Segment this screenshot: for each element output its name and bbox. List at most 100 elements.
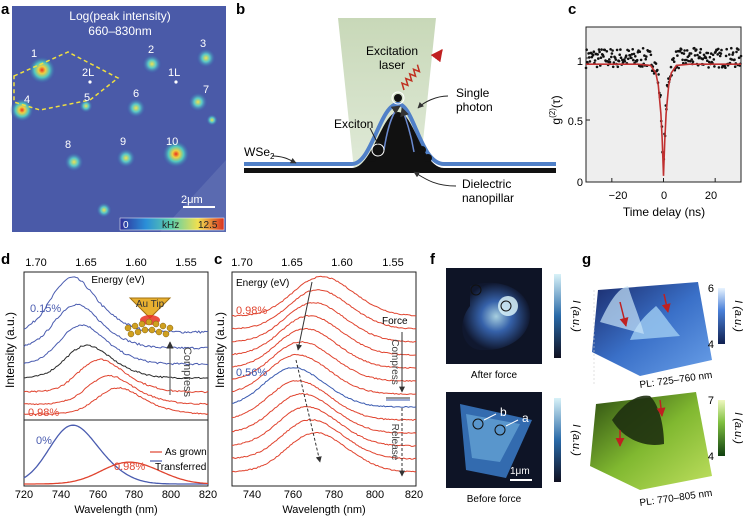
c-spectrum	[231, 353, 417, 396]
g-cb-label-top: I (a.u.)	[732, 300, 744, 332]
spot-label-9: 9	[120, 136, 126, 148]
point-1L	[174, 80, 178, 84]
g-arrow-4	[656, 399, 666, 417]
c-xtick-820: 820	[405, 489, 423, 501]
c-top-tick-2: 1.65	[281, 257, 302, 269]
photon-wave	[400, 64, 421, 91]
g2-point	[690, 58, 693, 61]
c-release-label: Release	[389, 424, 400, 461]
g2-point	[648, 50, 652, 53]
exciton-dot-2	[368, 154, 376, 162]
spot-label-6: 6	[133, 88, 139, 100]
inset-pct-0: 0%	[36, 435, 52, 447]
g2-xtick-20: 20	[705, 190, 717, 202]
g-arrow-2	[661, 293, 671, 313]
g2-point	[593, 59, 597, 62]
d-top-tick-2: 1.65	[75, 257, 96, 269]
spot-label-4: 4	[24, 94, 30, 106]
d-top-tick-1: 1.70	[25, 257, 46, 269]
peak-shift-solid	[296, 281, 313, 351]
c-top-tick-4: 1.55	[382, 257, 403, 269]
c-xtick-740: 740	[243, 489, 261, 501]
g2-point	[645, 55, 648, 58]
spot-2	[142, 54, 162, 74]
g2-point	[608, 60, 612, 64]
d-spectrum	[23, 358, 209, 394]
panel-letter-c-mid: c	[214, 251, 222, 268]
g2-point	[632, 58, 635, 62]
dielectric-label-2: nanopillar	[462, 191, 514, 205]
g2-point	[733, 65, 737, 68]
c-pct-mid: 0.56%	[236, 367, 267, 379]
c-spectrum	[231, 432, 417, 473]
spot-label-2: 2	[148, 44, 154, 56]
excitation-label-1: Excitation	[366, 44, 418, 58]
d-compress-label: Compress	[181, 347, 193, 398]
g2-point	[678, 50, 682, 53]
g2-point	[724, 66, 727, 69]
peak-shift-dashed	[295, 359, 322, 463]
g2-point	[595, 65, 599, 69]
label-2L: 2L	[82, 67, 94, 79]
g2-point	[623, 60, 627, 63]
d-energy-label: Energy (eV)	[91, 275, 144, 286]
g2-point	[683, 49, 686, 52]
monolayer-outline	[13, 51, 120, 111]
d-xtick-720: 720	[15, 489, 33, 501]
d-spectrum	[23, 386, 209, 416]
c-energy-label: Energy (eV)	[236, 278, 289, 289]
au-tip	[128, 297, 172, 319]
d-xtick-820: 820	[199, 489, 217, 501]
g2-point	[709, 52, 713, 55]
single-photon-label-1: Single	[456, 86, 490, 100]
pl-bottom-label: PL: 770–805 nm	[639, 488, 713, 509]
d-xtick-800: 800	[162, 489, 180, 501]
g2-point	[611, 49, 614, 52]
g2-plot	[584, 26, 743, 183]
spot-label-10: 10	[166, 136, 178, 148]
panel-letter-a: a	[1, 1, 10, 18]
g2-point	[609, 48, 612, 51]
c-spectrum	[231, 289, 417, 330]
spot-9	[116, 148, 136, 168]
g2-point	[716, 53, 719, 56]
g2-point	[584, 66, 588, 70]
g2-point	[702, 53, 706, 57]
g2-point	[682, 61, 685, 65]
g2-point	[610, 52, 614, 55]
g2-ylabel: g(2)(τ)	[548, 95, 563, 124]
g2-point	[638, 50, 642, 53]
g2-point	[717, 47, 720, 51]
g2-point	[619, 48, 622, 51]
colorbar-a	[119, 217, 225, 231]
g-tick-6: 6	[708, 283, 714, 295]
f-marker-a	[494, 424, 506, 436]
nanopillar	[352, 112, 444, 168]
colorbar-a-max: 12.5	[198, 220, 218, 231]
g2-point	[610, 55, 613, 59]
g2-point	[696, 53, 699, 57]
panel-a-title-2: 660–830nm	[88, 24, 151, 38]
force-label: Force	[382, 316, 408, 327]
g2-point	[630, 53, 634, 56]
panel-a-map	[10, 6, 226, 232]
g2-point	[627, 49, 631, 53]
g2-point	[635, 58, 639, 62]
g2-point	[731, 51, 735, 54]
spot-4	[10, 98, 34, 122]
g2-point	[680, 48, 683, 51]
g2-point	[719, 52, 723, 55]
g2-point	[592, 50, 596, 53]
g2-point	[596, 53, 599, 56]
g2-point	[641, 65, 644, 68]
g2-point	[706, 59, 709, 62]
c-spectrum	[231, 380, 417, 421]
g2-point	[707, 60, 711, 64]
spot-label-7: 7	[203, 84, 209, 96]
g2-point	[657, 73, 660, 76]
g2-point	[616, 65, 620, 69]
g2-point	[672, 60, 676, 63]
spot-10	[162, 140, 190, 168]
g2-point	[669, 65, 673, 69]
label-1L: 1L	[168, 67, 180, 79]
